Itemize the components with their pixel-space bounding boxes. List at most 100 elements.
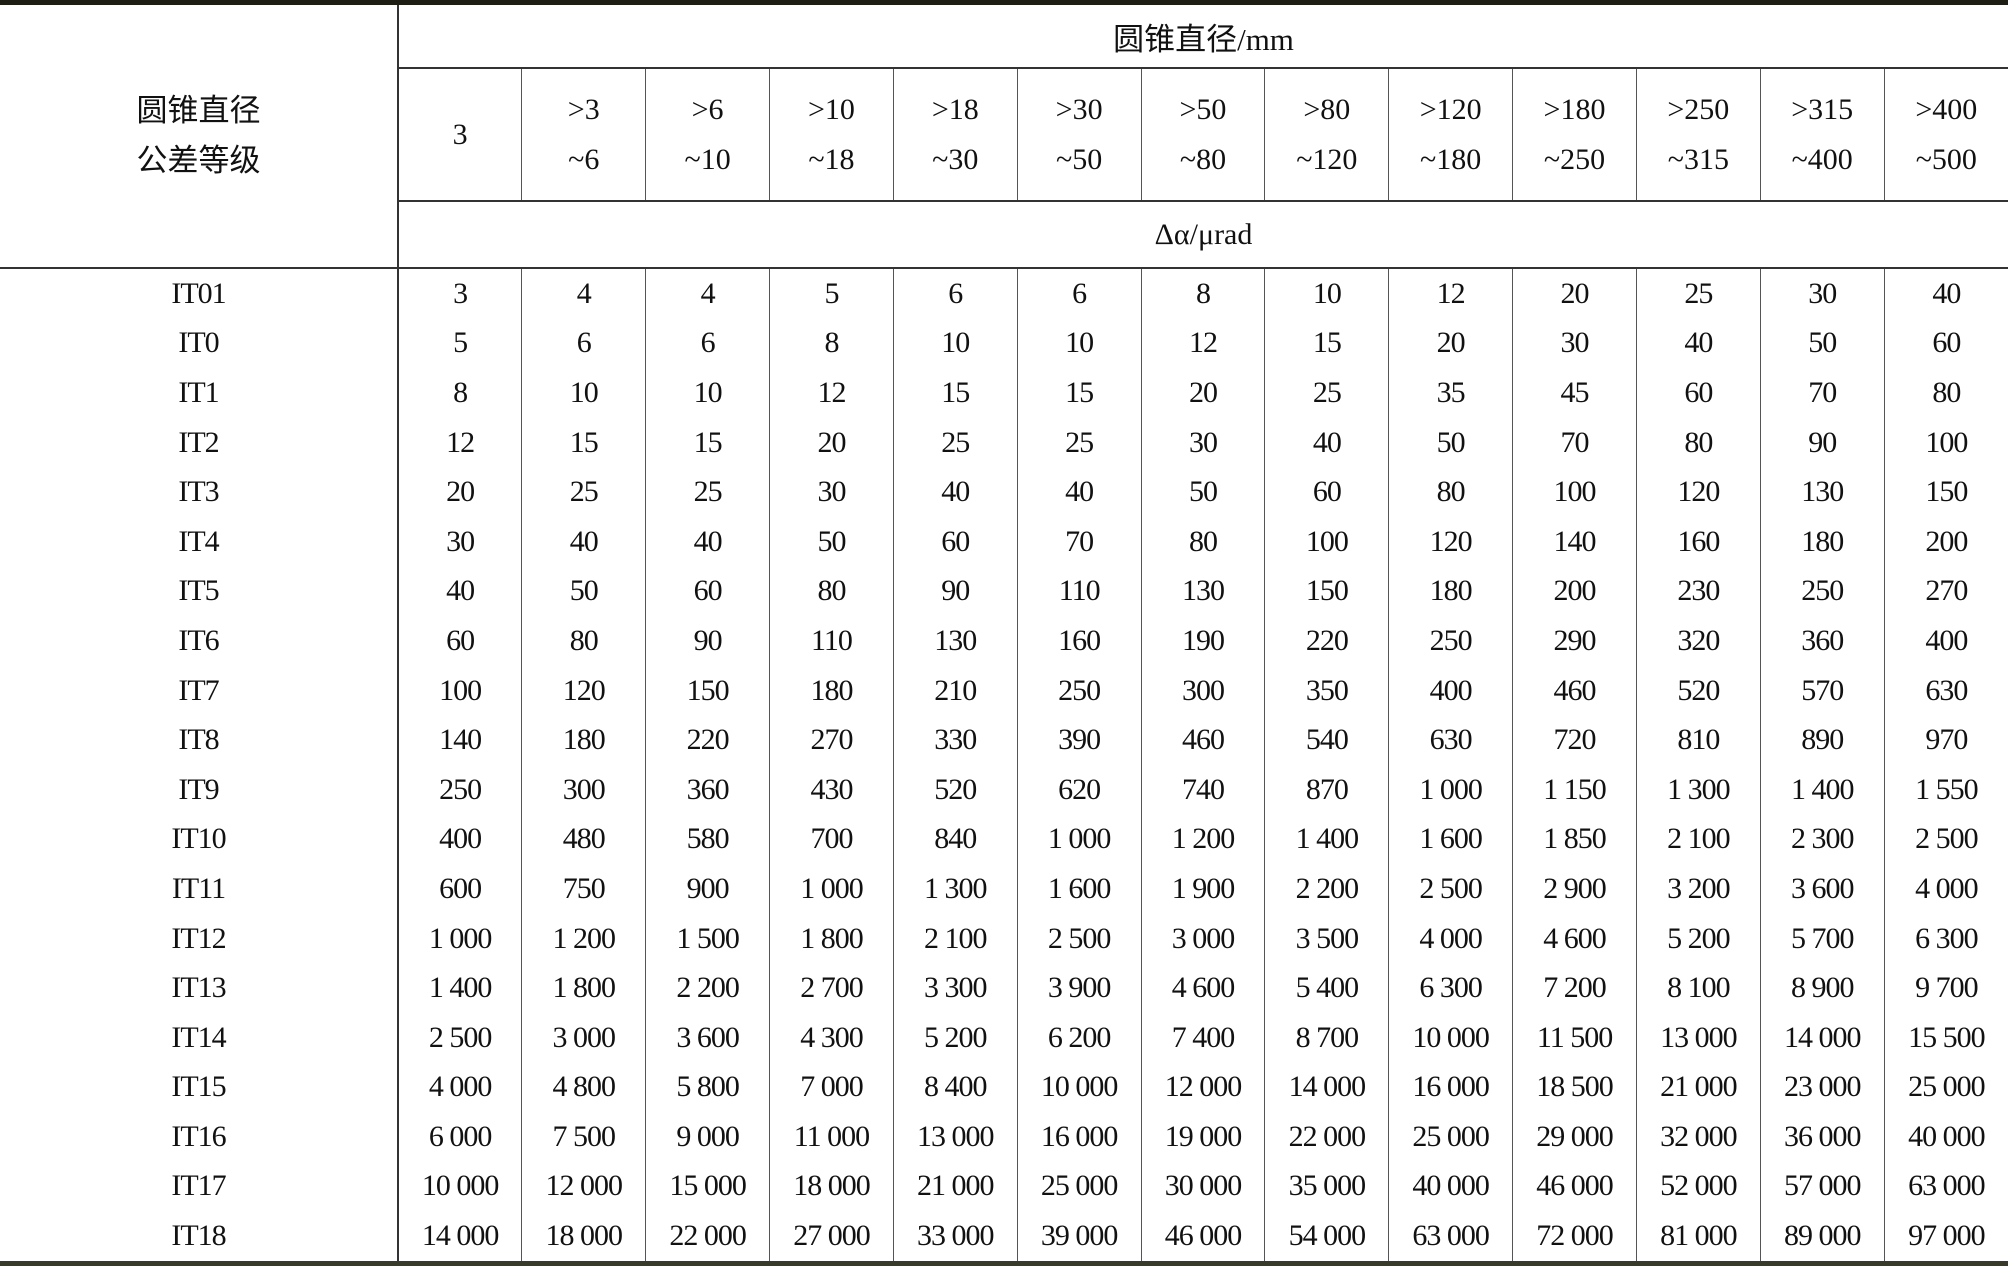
grade-cell: IT8 (178, 723, 219, 757)
value-cell: 3 600 (1759, 864, 1885, 914)
value-cell: 130 (1140, 566, 1265, 617)
grade-cell: IT6 (178, 623, 219, 657)
value-cell: 460 (1512, 665, 1637, 716)
value-cell: 25 (645, 467, 770, 517)
diameter-range-header: >400 ~500 (1883, 68, 2008, 202)
value-cell: 60 (1635, 368, 1761, 418)
range-line: ~120 (1296, 142, 1358, 176)
value-cell: 8 100 (1635, 963, 1761, 1013)
table-row: IT7 100 120 150 180 210 250 300 350 400 460 520 570 6… (0, 665, 2008, 716)
value-cell: 10 (1264, 268, 1389, 319)
value-cell: 25 (1016, 417, 1142, 468)
value-cell: 35 000 (1264, 1161, 1389, 1212)
table-row: IT8 140 180 220 270 330 390 460 540 630 720 810 890 9… (0, 715, 2008, 765)
range-line: ~50 (1056, 142, 1103, 176)
table-row: IT4 30 40 40 50 60 70 80 100 120 140 160 180 200 (0, 516, 2008, 567)
grade-cell: IT13 (171, 971, 226, 1005)
value-cell: 6 000 (397, 1112, 522, 1162)
value-cell: 140 (397, 715, 522, 765)
value-cell: 180 (521, 715, 646, 765)
range-line: ~10 (684, 142, 731, 176)
value-cell: 50 (1388, 417, 1513, 468)
value-cell: 400 (1388, 665, 1513, 716)
value-cell: 15 (892, 368, 1018, 418)
value-cell: 32 000 (1635, 1112, 1761, 1162)
table-row: IT5 40 50 60 80 90 110 130 150 180 200 230 250 270 (0, 566, 2008, 617)
value-cell: 3 900 (1016, 963, 1142, 1013)
table-row: IT10 400 480 580 700 840 1 000 1 200 1 400 1 600 1… (0, 814, 2008, 865)
grade-cell: IT01 (171, 276, 226, 310)
value-cell: 50 (1759, 318, 1885, 369)
grade-cell: IT12 (171, 921, 226, 955)
range-line: ~500 (1915, 142, 1977, 176)
value-cell: 14 000 (397, 1211, 522, 1266)
value-cell: 4 000 (1388, 913, 1513, 964)
unit-header: Δα/μrad (396, 201, 2008, 269)
range-line: ~400 (1791, 142, 1853, 176)
value-cell: 13 000 (1635, 1012, 1761, 1063)
range-line: 3 (452, 117, 468, 151)
value-cell: 2 300 (1759, 814, 1885, 865)
value-cell: 6 (645, 318, 770, 369)
grade-cell: IT11 (171, 871, 226, 905)
value-cell: 12 000 (1140, 1062, 1265, 1113)
value-cell: 890 (1759, 715, 1885, 765)
value-cell: 1 600 (1388, 814, 1513, 865)
grade-cell: IT5 (178, 574, 219, 608)
value-cell: 14 000 (1759, 1012, 1885, 1063)
value-cell: 63 000 (1883, 1161, 2008, 1212)
value-cell: 4 000 (1883, 864, 2008, 914)
value-cell: 80 (1635, 417, 1761, 468)
value-cell: 900 (645, 864, 770, 914)
value-cell: 11 500 (1512, 1012, 1637, 1063)
value-cell: 570 (1759, 665, 1885, 716)
value-cell: 350 (1264, 665, 1389, 716)
diameter-range-header: >6 ~10 (645, 68, 770, 202)
value-cell: 6 300 (1388, 963, 1513, 1013)
value-cell: 300 (521, 764, 646, 815)
value-cell: 3 600 (645, 1012, 770, 1063)
range-line: ~250 (1543, 142, 1606, 176)
value-cell: 4 600 (1140, 963, 1265, 1013)
value-cell: 6 (892, 268, 1018, 319)
diameter-range-header: >50 ~80 (1140, 68, 1265, 202)
value-cell: 160 (1016, 616, 1142, 666)
value-cell: 30 (1512, 318, 1637, 369)
value-cell: 460 (1140, 715, 1265, 765)
value-cell: 130 (1759, 467, 1885, 517)
value-cell: 30 (397, 516, 522, 567)
value-cell: 14 000 (1264, 1062, 1389, 1113)
value-cell: 60 (1264, 467, 1389, 517)
value-cell: 15 000 (645, 1161, 770, 1212)
range-line: ~315 (1667, 142, 1729, 176)
value-cell: 80 (1388, 467, 1513, 517)
value-cell: 6 (521, 318, 646, 369)
range-line: >50 (1179, 92, 1227, 126)
value-cell: 120 (521, 665, 646, 716)
value-cell: 870 (1264, 764, 1389, 815)
diameter-range-header: >250 ~315 (1635, 68, 1761, 202)
value-cell: 2 900 (1512, 864, 1637, 914)
value-cell: 16 000 (1016, 1112, 1142, 1162)
value-cell: 100 (1883, 417, 2008, 468)
value-cell: 15 (521, 417, 646, 468)
value-cell: 120 (1635, 467, 1761, 517)
diameter-range-header: >10 ~18 (769, 68, 894, 202)
value-cell: 400 (1883, 616, 2008, 666)
value-cell: 270 (769, 715, 894, 765)
value-cell: 30 (769, 467, 894, 517)
value-cell: 40 (892, 467, 1018, 517)
grade-cell: IT1 (178, 375, 219, 409)
grade-cell: IT2 (178, 425, 219, 459)
value-cell: 10 (1016, 318, 1142, 369)
value-cell: 18 500 (1512, 1062, 1637, 1113)
value-cell: 46 000 (1512, 1161, 1637, 1212)
value-cell: 70 (1759, 368, 1885, 418)
value-cell: 3 200 (1635, 864, 1761, 914)
stub-header: 圆锥直径 公差等级 (0, 0, 398, 269)
value-cell: 250 (1759, 566, 1885, 617)
value-cell: 8 900 (1759, 963, 1885, 1013)
stub-header-line: 公差等级 (136, 143, 261, 178)
value-cell: 5 700 (1759, 913, 1885, 964)
